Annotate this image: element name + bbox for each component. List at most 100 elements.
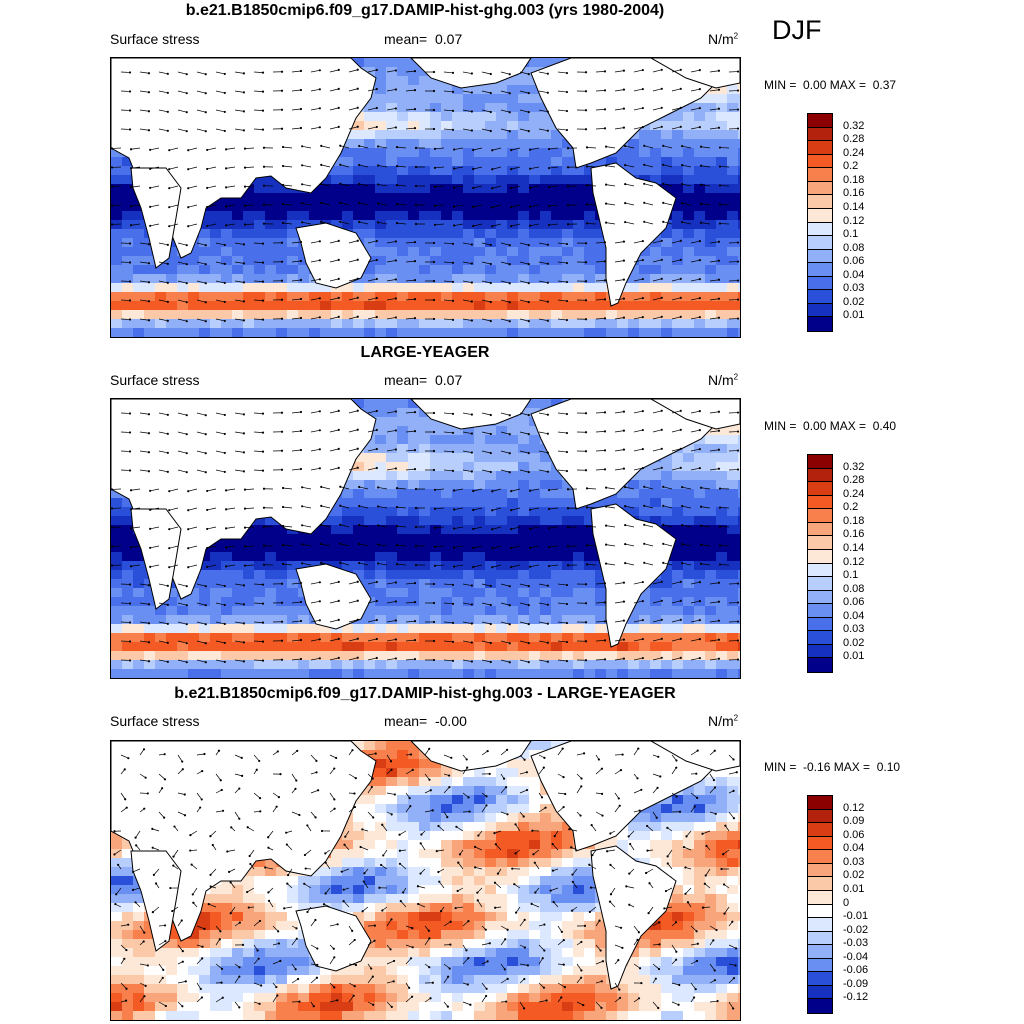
stress-cell <box>210 229 222 239</box>
stress-cell <box>716 489 728 499</box>
stress-cell <box>507 435 519 445</box>
stress-cell <box>452 552 464 562</box>
stress-arrow-head <box>204 73 207 76</box>
stress-cell <box>650 247 662 257</box>
stress-arrow-head <box>280 89 284 92</box>
stress-cell <box>397 103 409 113</box>
stress-cell <box>595 651 607 661</box>
stress-cell <box>397 399 409 409</box>
stress-cell <box>364 58 376 68</box>
stress-cell <box>353 148 365 158</box>
stress-arrow-head <box>299 88 303 92</box>
stress-arrow <box>177 318 187 322</box>
stress-arrow-head <box>280 317 284 320</box>
stress-cell <box>727 283 739 293</box>
stress-arrow-head <box>584 280 588 283</box>
stress-cell <box>518 328 530 337</box>
stress-cell <box>331 633 343 643</box>
stress-cell <box>738 633 740 643</box>
stress-arrow-head <box>223 281 226 285</box>
stress-arrow-head <box>736 449 740 452</box>
stress-cell <box>529 552 541 562</box>
stress-arrow-head <box>414 203 418 207</box>
stress-cell <box>672 229 684 239</box>
stress-cell <box>353 642 365 652</box>
stress-arrow <box>177 128 187 132</box>
stress-cell <box>265 579 277 589</box>
stress-arrow <box>614 279 624 282</box>
stress-cell <box>144 283 156 293</box>
stress-cell <box>122 265 134 275</box>
stress-cell <box>529 444 541 454</box>
stress-arrow <box>473 507 483 511</box>
stress-arrow <box>500 469 510 473</box>
stress-arrow-head <box>339 144 342 147</box>
stress-arrow <box>139 431 149 434</box>
stress-cell <box>573 561 585 571</box>
stress-cell <box>408 615 420 625</box>
stress-cell <box>210 642 222 652</box>
stress-cell <box>463 444 475 454</box>
stress-cell <box>243 597 255 607</box>
stress-cell <box>705 633 717 643</box>
stress-cell <box>441 633 453 643</box>
stress-arrow-head <box>527 282 530 285</box>
stress-cell <box>276 651 288 661</box>
stress-cell <box>210 274 222 284</box>
stress-arrow-head <box>280 108 284 111</box>
stress-cell <box>562 175 574 185</box>
panel-2-mean-label: mean= 0.07 <box>384 372 462 388</box>
stress-cell <box>419 462 431 472</box>
stress-cell <box>705 292 717 302</box>
stress-arrow <box>367 467 377 471</box>
stress-cell <box>331 507 343 517</box>
stress-cell <box>221 283 233 293</box>
stress-cell <box>386 103 398 113</box>
stress-arrow <box>663 183 673 187</box>
stress-cell <box>375 453 387 463</box>
stress-cell <box>705 148 717 158</box>
stress-cell <box>661 660 673 670</box>
stress-cell <box>518 498 530 508</box>
stress-arrow-head <box>470 319 473 322</box>
stress-cell <box>628 606 640 616</box>
stress-cell <box>122 552 134 562</box>
stress-arrow-head <box>242 110 245 113</box>
stress-cell <box>375 328 387 337</box>
stress-arrow-head <box>358 220 361 224</box>
stress-cell <box>562 516 574 526</box>
stress-cell <box>419 121 431 131</box>
stress-arrow-head <box>262 203 266 206</box>
stress-cell <box>133 624 145 634</box>
stress-cell <box>463 175 475 185</box>
stress-arrow-head <box>337 409 340 412</box>
stress-cell <box>716 543 728 553</box>
stress-arrow <box>177 280 187 284</box>
stress-cell <box>672 516 684 526</box>
stress-arrow-head <box>510 149 513 152</box>
stress-cell <box>738 175 740 185</box>
stress-cell <box>584 283 596 293</box>
stress-cell <box>463 597 475 607</box>
stress-cell <box>210 633 222 643</box>
stress-cell <box>155 633 167 643</box>
stress-cell <box>661 328 673 337</box>
stress-cell <box>518 166 530 176</box>
stress-arrow <box>215 261 225 265</box>
stress-arrow-head <box>546 281 549 284</box>
panel-1-variable-label: Surface stress <box>110 31 200 47</box>
stress-cell <box>485 310 497 320</box>
stress-arrow <box>150 223 160 227</box>
stress-arrow <box>397 165 407 168</box>
stress-arrow-head <box>261 261 265 264</box>
stress-arrow <box>462 109 472 112</box>
stress-cell <box>463 157 475 167</box>
stress-arrow-head <box>679 296 682 299</box>
stress-cell <box>639 319 651 329</box>
stress-cell <box>452 292 464 302</box>
stress-cell <box>562 624 574 634</box>
stress-arrow <box>652 429 662 433</box>
stress-cell <box>518 184 530 194</box>
stress-cell <box>342 193 354 203</box>
stress-cell <box>419 301 431 311</box>
